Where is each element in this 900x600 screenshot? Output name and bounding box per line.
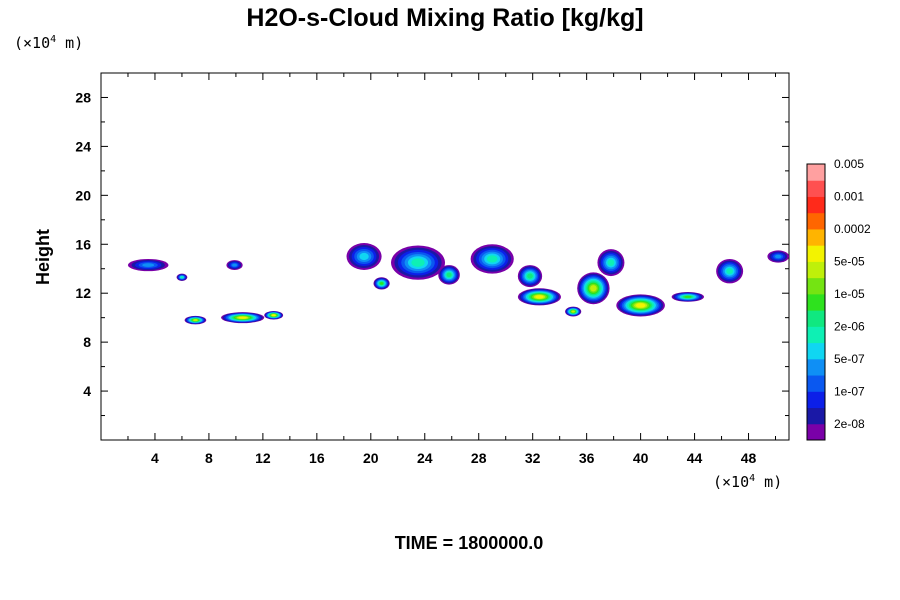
cloud-region (671, 291, 705, 302)
cloud-region (565, 306, 582, 317)
x-tick-label: 28 (471, 450, 487, 466)
cloud-contour (535, 295, 544, 299)
cloud-contour (180, 276, 184, 279)
colorbar-swatch (807, 180, 825, 197)
colorbar-label: 5e-05 (834, 254, 865, 268)
colorbar-swatch (807, 277, 825, 295)
cloud-region (226, 260, 243, 270)
plot-frame (100, 72, 790, 441)
cloud-field (127, 243, 789, 325)
colorbar-swatch (807, 358, 825, 376)
colorbar-swatch (807, 228, 825, 246)
y-tick-label: 20 (75, 187, 91, 203)
cloud-contour (590, 285, 597, 292)
x-tick-label: 4 (151, 450, 159, 466)
cloud-region (438, 265, 460, 285)
cloud-contour (635, 303, 646, 308)
x-tick-label: 8 (205, 450, 213, 466)
cloud-contour (379, 282, 384, 285)
cloud-region (346, 243, 382, 270)
x-tick-label: 16 (309, 450, 325, 466)
x-tick-label: 44 (687, 450, 703, 466)
colorbar-label: 5e-07 (834, 352, 865, 366)
x-tick-label: 20 (363, 450, 379, 466)
colorbar-swatch (807, 375, 825, 392)
y-tick-label: 4 (83, 383, 91, 399)
x-tick-label: 24 (417, 450, 433, 466)
axis-ticks (101, 73, 789, 440)
cloud-region (176, 273, 188, 281)
cloud-contour (571, 310, 575, 313)
colorbar-label: 1e-07 (834, 384, 865, 398)
colorbar-swatch (807, 391, 825, 409)
cloud-contour (411, 258, 425, 267)
colorbar-label: 2e-08 (834, 417, 865, 431)
colorbar-frame (806, 163, 826, 441)
cloud-contour (359, 252, 369, 261)
cloud-contour (193, 319, 198, 322)
cloud-region (517, 265, 543, 288)
y-tick-label: 16 (75, 236, 91, 252)
x-axis-unit: (×104 m) (713, 473, 782, 491)
cloud-contour (271, 314, 276, 317)
cloud-region (616, 294, 665, 317)
y-axis-unit: (×104 m) (14, 34, 83, 52)
colorbar-swatch (807, 407, 825, 425)
cloud-contour (142, 263, 155, 267)
colorbar-swatch (807, 326, 825, 344)
cloud-region (391, 245, 446, 280)
colorbar-swatch (807, 293, 825, 311)
colorbar-swatch (807, 245, 825, 262)
cloud-contour (232, 263, 237, 267)
colorbar-swatch (807, 196, 825, 214)
cloud-contour (607, 259, 615, 266)
cloud-contour (726, 268, 733, 275)
y-tick-label: 28 (75, 89, 91, 105)
y-axis-label: Height (33, 229, 53, 285)
cloud-contour (446, 272, 452, 278)
cloud-contour (775, 254, 782, 259)
x-tick-label: 12 (255, 450, 271, 466)
cloud-contour (527, 273, 533, 279)
cloud-region (517, 288, 562, 306)
cloud-region (767, 250, 789, 263)
time-label: TIME = 1800000.0 (395, 533, 544, 553)
y-tick-label: 8 (83, 334, 91, 350)
y-tick-label: 24 (75, 138, 91, 154)
colorbar-swatch (807, 342, 825, 360)
x-tick-label: 40 (633, 450, 649, 466)
colorbar-label: 0.001 (834, 189, 864, 203)
cloud-region (221, 312, 265, 324)
colorbar-label: 1e-05 (834, 287, 865, 301)
cloud-region (716, 258, 744, 284)
x-tick-label: 48 (741, 450, 757, 466)
colorbar-label: 0.0002 (834, 222, 871, 236)
cloud-region (597, 249, 625, 277)
y-tick-label: 12 (75, 285, 91, 301)
chart-title: H2O-s-Cloud Mixing Ratio [kg/kg] (246, 4, 643, 32)
colorbar-label: 2e-06 (834, 319, 865, 333)
colorbar: 2e-08 1e-07 5e-07 2e-06 1e-05 5e-05 0.0002 0.00… (806, 157, 871, 441)
colorbar-swatch (807, 423, 825, 441)
colorbar-swatch (807, 212, 825, 230)
cloud-region (373, 277, 390, 290)
colorbar-label: 0.005 (834, 157, 864, 171)
cloud-contour (486, 255, 498, 263)
colorbar-swatch (807, 310, 825, 327)
cloud-region (577, 272, 610, 305)
cloud-contour (684, 295, 692, 298)
cloud-region (127, 258, 169, 272)
cloud-region (184, 315, 207, 325)
x-tick-label: 32 (525, 450, 541, 466)
cloud-region (470, 244, 514, 274)
colorbar-swatch (807, 164, 825, 181)
cloud-contour (238, 316, 247, 319)
x-tick-label: 36 (579, 450, 595, 466)
colorbar-swatch (807, 261, 825, 279)
cloud-region (264, 310, 284, 320)
